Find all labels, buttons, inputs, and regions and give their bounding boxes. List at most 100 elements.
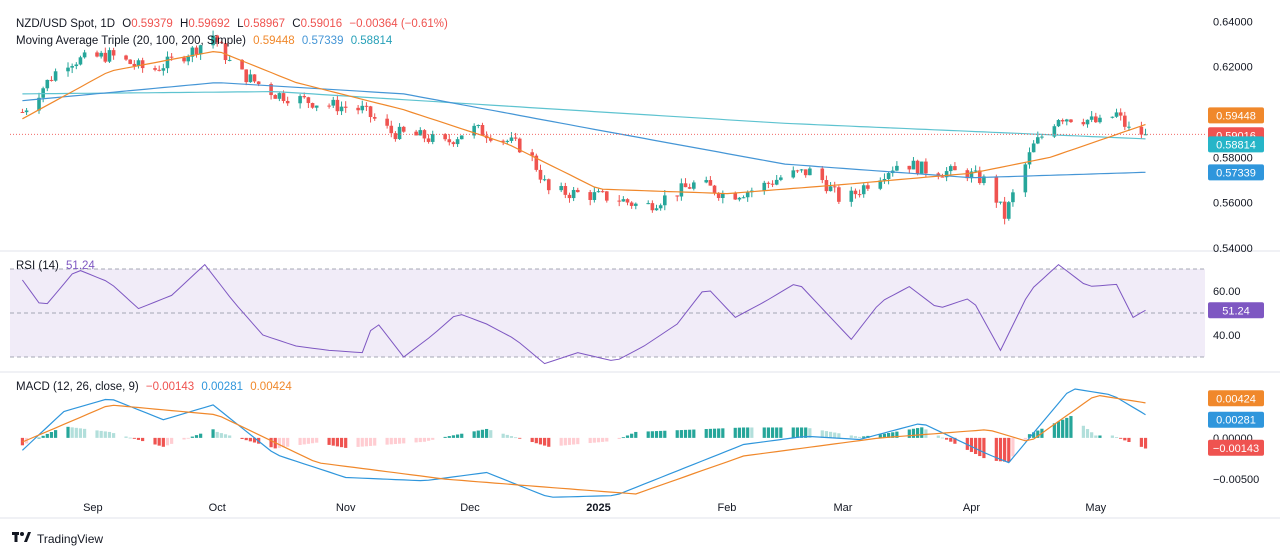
macd-histogram-bar — [82, 428, 87, 438]
macd-hist-value: −0.00143 — [145, 381, 195, 393]
price-candle — [675, 195, 680, 197]
price-candle — [1098, 117, 1102, 123]
macd-histogram-bar — [422, 437, 427, 442]
price-candle — [1069, 119, 1073, 123]
rsi-badge: 51.24 — [1222, 305, 1250, 317]
price-candle — [211, 35, 215, 46]
macd-histogram-bar — [1139, 437, 1143, 447]
price-candle — [716, 193, 721, 199]
price-candle — [414, 131, 418, 136]
macd-histogram-bar — [418, 437, 422, 443]
macd-histogram-bar — [891, 432, 895, 438]
price-y-tick: 0.58000 — [1213, 152, 1253, 164]
rsi-pane[interactable] — [10, 263, 1205, 365]
macd-histogram-bar — [1052, 423, 1056, 438]
price-candle — [542, 179, 547, 181]
price-candle — [111, 50, 116, 56]
macd-histogram-bar — [443, 436, 447, 438]
macd-pane[interactable] — [20, 388, 1148, 498]
macd-histogram-bar — [630, 433, 634, 438]
x-tick-label: 2025 — [586, 502, 610, 514]
ma20-badge-bg — [1208, 107, 1264, 124]
price-candle — [1052, 126, 1057, 137]
price-y-tick: 0.64000 — [1213, 16, 1253, 28]
rsi-title[interactable]: RSI (14) — [16, 260, 59, 272]
macd-histogram-bar — [240, 437, 244, 439]
macd-histogram-bar — [940, 437, 945, 439]
price-candle — [762, 182, 767, 191]
macd-histogram-bar — [286, 437, 290, 447]
macd-histogram-bar — [621, 437, 625, 439]
price-candle — [389, 125, 394, 134]
macd-histogram-bar — [514, 437, 518, 439]
brand-label: TradingView — [37, 531, 104, 546]
price-candle — [190, 47, 195, 57]
rsi-line — [21, 263, 1146, 365]
macd-histogram-bar — [965, 437, 969, 450]
macd-histogram-bar — [344, 437, 348, 448]
price-candle — [567, 194, 572, 199]
price-candle — [530, 152, 534, 156]
ohlc-legend: NZD/USD Spot, 1D O0.59379 H0.59692 L0.58… — [16, 18, 452, 30]
price-candle — [1139, 126, 1144, 135]
price-candle — [658, 205, 663, 209]
price-pane[interactable] — [10, 30, 1205, 225]
axes: 0.640000.620000.600000.580000.560000.540… — [0, 16, 1280, 519]
macd-histogram-bar — [306, 437, 310, 444]
symbol-label[interactable]: NZD/USD Spot, 1D — [16, 18, 116, 30]
macd-histogram-bar — [211, 429, 215, 438]
macd-histogram-bar — [397, 437, 402, 444]
macd-histogram-bar — [431, 437, 435, 440]
price-candle — [397, 126, 402, 140]
price-candle — [459, 135, 464, 140]
macd-histogram-bar — [132, 437, 136, 439]
macd-histogram-bar — [451, 435, 456, 438]
price-candle — [480, 125, 485, 136]
ma-title[interactable]: Moving Average Triple (20, 100, 200, Sim… — [16, 35, 246, 47]
macd-histogram-bar — [360, 437, 364, 447]
macd-histogram-bar — [66, 426, 70, 438]
macd-histogram-bar — [1032, 432, 1036, 438]
price-candle — [791, 170, 796, 178]
macd-histogram-bar — [799, 427, 804, 438]
macd-histogram-bar — [650, 431, 654, 438]
macd-histogram-bar — [559, 437, 563, 446]
macd-histogram-bar — [733, 427, 737, 438]
macd-signal-badge-bg — [1208, 390, 1264, 407]
macd-histogram-bar — [455, 434, 460, 438]
price-candle — [244, 69, 249, 83]
tradingview-footer[interactable]: TradingView — [12, 531, 103, 546]
price-candle — [1064, 119, 1069, 122]
price-candle — [269, 84, 273, 96]
x-tick-label: Nov — [336, 502, 356, 514]
macd-histogram-bar — [302, 437, 306, 445]
macd-histogram-bar — [1003, 437, 1007, 462]
ma20-value: 0.59448 — [253, 35, 295, 47]
macd-histogram-bar — [335, 437, 339, 447]
price-candle — [1031, 143, 1036, 153]
macd-histogram-bar — [741, 427, 746, 438]
price-candle — [588, 192, 593, 200]
price-candle — [1123, 115, 1127, 127]
macd-histogram-bar — [775, 427, 779, 438]
price-candle — [248, 74, 253, 83]
macd-histogram-bar — [601, 437, 605, 442]
price-candle — [66, 67, 70, 72]
macd-histogram-bar — [141, 437, 145, 442]
macd-histogram-bar — [99, 430, 103, 438]
macd-histogram-bar — [161, 437, 165, 447]
macd-histogram-bar — [659, 430, 663, 438]
price-candle — [704, 180, 709, 183]
macd-title[interactable]: MACD (12, 26, close, 9) — [16, 381, 139, 393]
macd-histogram-bar — [969, 437, 974, 452]
price-candle — [165, 56, 170, 69]
macd-histogram-bar — [828, 431, 833, 438]
macd-histogram-bar — [310, 437, 315, 444]
price-candle — [832, 186, 837, 188]
macd-histogram-bar — [982, 437, 986, 459]
macd-histogram-bar — [936, 435, 940, 438]
price-candle — [1089, 116, 1094, 120]
price-candle — [1002, 201, 1007, 219]
macd-histogram-bar — [339, 437, 344, 448]
